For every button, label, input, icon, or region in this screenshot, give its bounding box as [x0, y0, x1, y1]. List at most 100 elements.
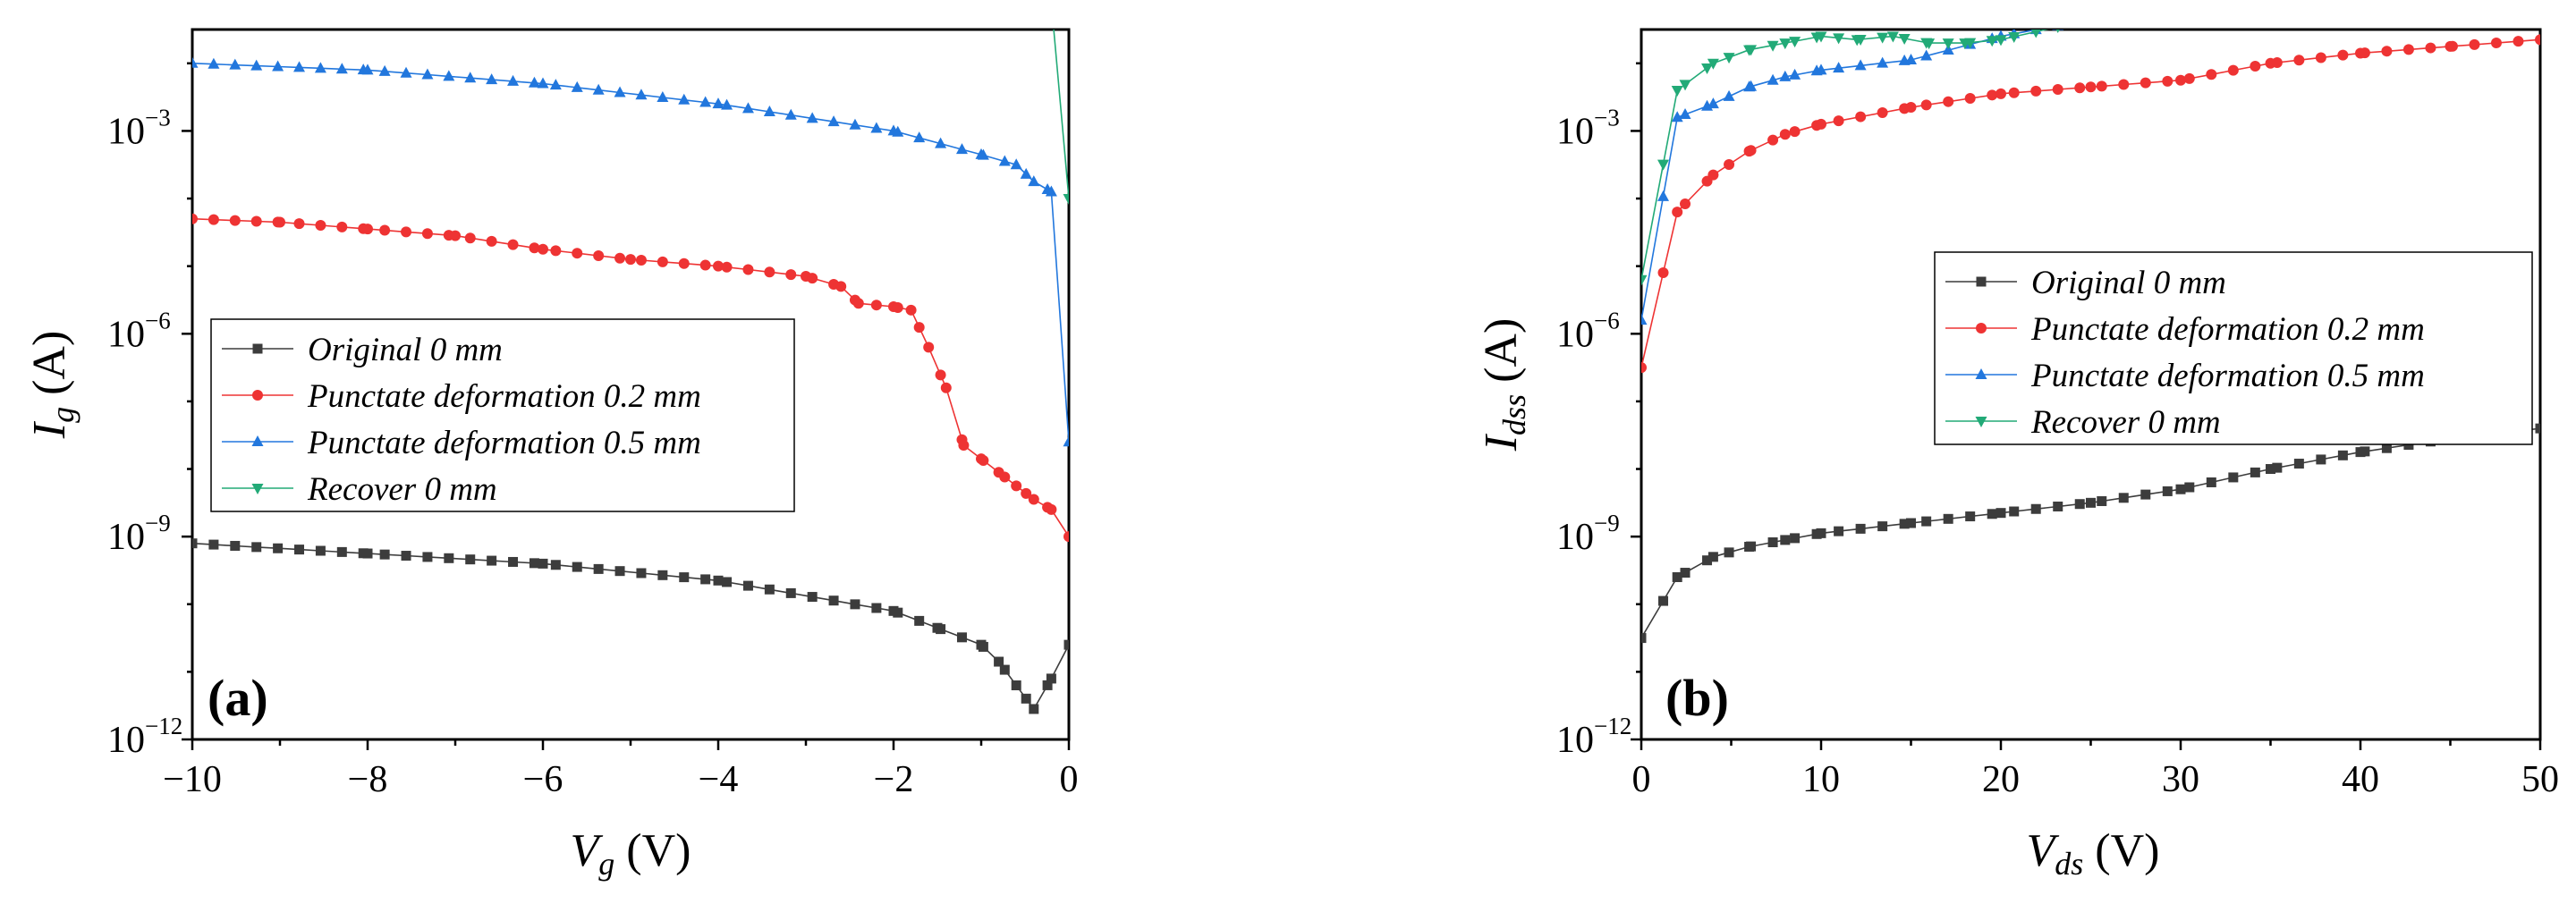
y-tick-label: 10−9 — [107, 510, 171, 558]
legend-marker — [251, 484, 264, 494]
data-point — [2086, 497, 2096, 508]
data-point — [1063, 194, 1069, 206]
data-point — [229, 58, 242, 70]
data-point — [785, 269, 797, 281]
data-point — [2535, 0, 2546, 5]
data-point — [1745, 45, 1758, 56]
data-point — [2085, 15, 2097, 26]
data-point — [2425, 0, 2436, 5]
data-point — [464, 72, 477, 83]
data-point — [1707, 552, 1718, 562]
data-point — [827, 115, 840, 127]
data-point — [2271, 6, 2283, 17]
data-point — [1707, 169, 1719, 181]
data-point — [870, 300, 882, 311]
data-point — [2227, 64, 2239, 76]
data-point — [2250, 12, 2261, 22]
data-point — [2469, 38, 2480, 50]
data-point — [742, 580, 753, 591]
data-point — [2097, 495, 2107, 506]
data-point — [2096, 14, 2107, 25]
data-point — [314, 62, 326, 73]
data-point — [712, 97, 724, 109]
data-point — [2446, 0, 2458, 5]
data-point — [913, 131, 926, 143]
data-point — [1986, 36, 1998, 47]
data-point — [593, 563, 604, 574]
x-tick-label: 40 — [2342, 759, 2379, 800]
data-point — [1046, 0, 1057, 9]
data-point — [2271, 56, 2283, 68]
data-point — [1779, 70, 1792, 81]
data-point — [852, 298, 864, 309]
data-point — [657, 256, 668, 267]
data-point — [2402, 3, 2414, 13]
data-point — [362, 548, 373, 559]
data-point — [1780, 535, 1791, 545]
data-point — [593, 249, 605, 261]
x-tick-label: 20 — [1982, 759, 2020, 800]
legend-label: Original 0 mm — [308, 332, 503, 368]
y-tick-label: 10−9 — [1556, 510, 1620, 558]
data-point — [293, 218, 305, 230]
data-point — [251, 542, 262, 553]
x-tick-label: −8 — [348, 759, 388, 800]
data-point — [2293, 9, 2305, 20]
data-point — [2535, 34, 2540, 46]
data-point — [1964, 38, 1977, 49]
data-point — [192, 213, 198, 224]
data-point — [1723, 53, 1735, 64]
data-point — [1046, 503, 1057, 515]
chart-panel-b: 0 10 20 30 40 50 10−12 10−9 10−6 10−3 Idss (A) Vds … — [1476, 0, 2559, 882]
data-point — [2030, 503, 2041, 514]
data-point — [1063, 435, 1069, 447]
plot-area — [192, 0, 1069, 714]
data-point — [2265, 12, 2276, 22]
data-point — [1010, 158, 1022, 170]
data-point — [537, 77, 549, 89]
data-point — [2118, 79, 2130, 90]
data-point — [1707, 58, 1719, 70]
data-point — [229, 215, 241, 226]
data-point — [2315, 52, 2326, 63]
data-point — [538, 558, 548, 569]
data-point — [1671, 86, 1683, 97]
data-point — [1899, 519, 1910, 529]
data-point — [2008, 32, 2021, 44]
data-point — [1779, 129, 1791, 140]
data-point — [2381, 443, 2392, 453]
data-point — [2162, 10, 2174, 21]
data-point — [2183, 10, 2195, 21]
data-point — [978, 455, 989, 467]
data-point — [450, 230, 461, 241]
data-point — [2490, 3, 2502, 13]
data-point — [572, 248, 583, 259]
data-point — [679, 572, 690, 583]
data-point — [2266, 464, 2275, 475]
data-point — [2293, 55, 2305, 66]
data-point — [1987, 89, 1998, 101]
data-point — [336, 221, 348, 232]
data-point — [1995, 35, 2007, 46]
data-point — [2030, 85, 2042, 97]
y-tick-label: 10−12 — [107, 713, 182, 761]
data-point — [2402, 44, 2414, 55]
data-point — [2337, 49, 2349, 61]
data-point — [1789, 126, 1801, 138]
data-point — [1046, 673, 1056, 684]
data-point — [828, 595, 839, 606]
data-point — [1923, 38, 1936, 50]
data-point — [1724, 158, 1735, 170]
data-point — [208, 539, 219, 550]
data-point — [2381, 3, 2393, 13]
data-point — [678, 258, 690, 269]
data-point — [2140, 13, 2151, 23]
data-point — [2206, 9, 2217, 20]
series-line — [1641, 427, 2540, 639]
data-point — [956, 632, 967, 643]
data-point — [807, 273, 818, 284]
data-point — [192, 56, 199, 68]
data-point — [1790, 533, 1801, 544]
series-circle — [1641, 34, 2540, 374]
